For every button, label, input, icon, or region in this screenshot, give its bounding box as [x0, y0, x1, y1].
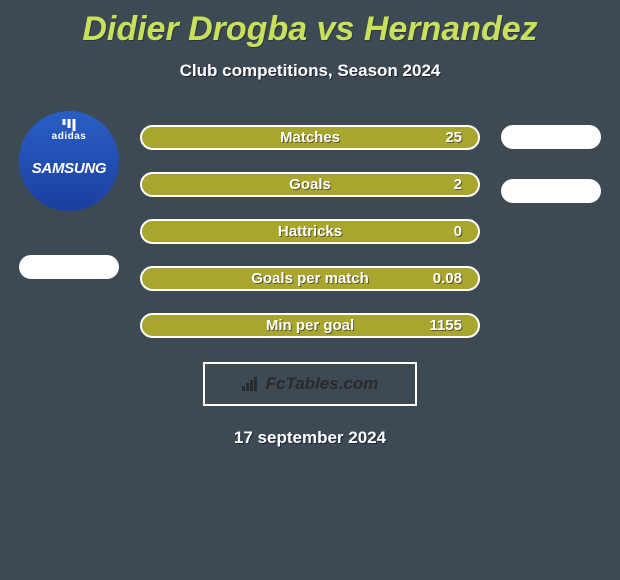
stat-label: Goals per match: [251, 270, 369, 287]
stat-label: Matches: [280, 129, 340, 146]
stat-value: 25: [445, 129, 462, 146]
main-container: Didier Drogba vs Hernandez Club competit…: [0, 0, 620, 448]
jersey-sponsor-text: SAMSUNG: [32, 160, 107, 177]
content-row: adidas SAMSUNG Matches 25 Goals 2 Hattri…: [0, 111, 620, 338]
stat-row-min-per-goal: Min per goal 1155: [140, 313, 480, 338]
stat-value: 0.08: [433, 270, 462, 287]
stat-label: Min per goal: [266, 317, 354, 334]
comparison-subtitle: Club competitions, Season 2024: [0, 61, 620, 81]
comparison-title: Didier Drogba vs Hernandez: [0, 10, 620, 49]
jersey-graphic: adidas SAMSUNG: [19, 111, 119, 211]
player-right-pill-2: [501, 179, 601, 203]
stat-row-goals-per-match: Goals per match 0.08: [140, 266, 480, 291]
player-left-name-pill: [19, 255, 119, 279]
adidas-logo-icon: [63, 119, 76, 131]
jersey-brand-text: adidas: [52, 131, 87, 142]
stat-label: Hattricks: [278, 223, 342, 240]
stat-row-matches: Matches 25: [140, 125, 480, 150]
stats-column: Matches 25 Goals 2 Hattricks 0 Goals per…: [140, 111, 480, 338]
attribution-box[interactable]: FcTables.com: [203, 362, 417, 406]
stat-label: Goals: [289, 176, 331, 193]
player-left-column: adidas SAMSUNG: [14, 111, 124, 279]
bar-chart-icon: [242, 377, 260, 391]
stat-value: 0: [454, 223, 462, 240]
player-right-pill-1: [501, 125, 601, 149]
stat-row-goals: Goals 2: [140, 172, 480, 197]
stat-value: 1155: [429, 317, 462, 334]
stat-value: 2: [454, 176, 462, 193]
player-right-column: [496, 111, 606, 203]
stat-row-hattricks: Hattricks 0: [140, 219, 480, 244]
date-label: 17 september 2024: [0, 428, 620, 448]
attribution-label: FcTables.com: [266, 374, 379, 394]
player-left-avatar: adidas SAMSUNG: [19, 111, 119, 211]
